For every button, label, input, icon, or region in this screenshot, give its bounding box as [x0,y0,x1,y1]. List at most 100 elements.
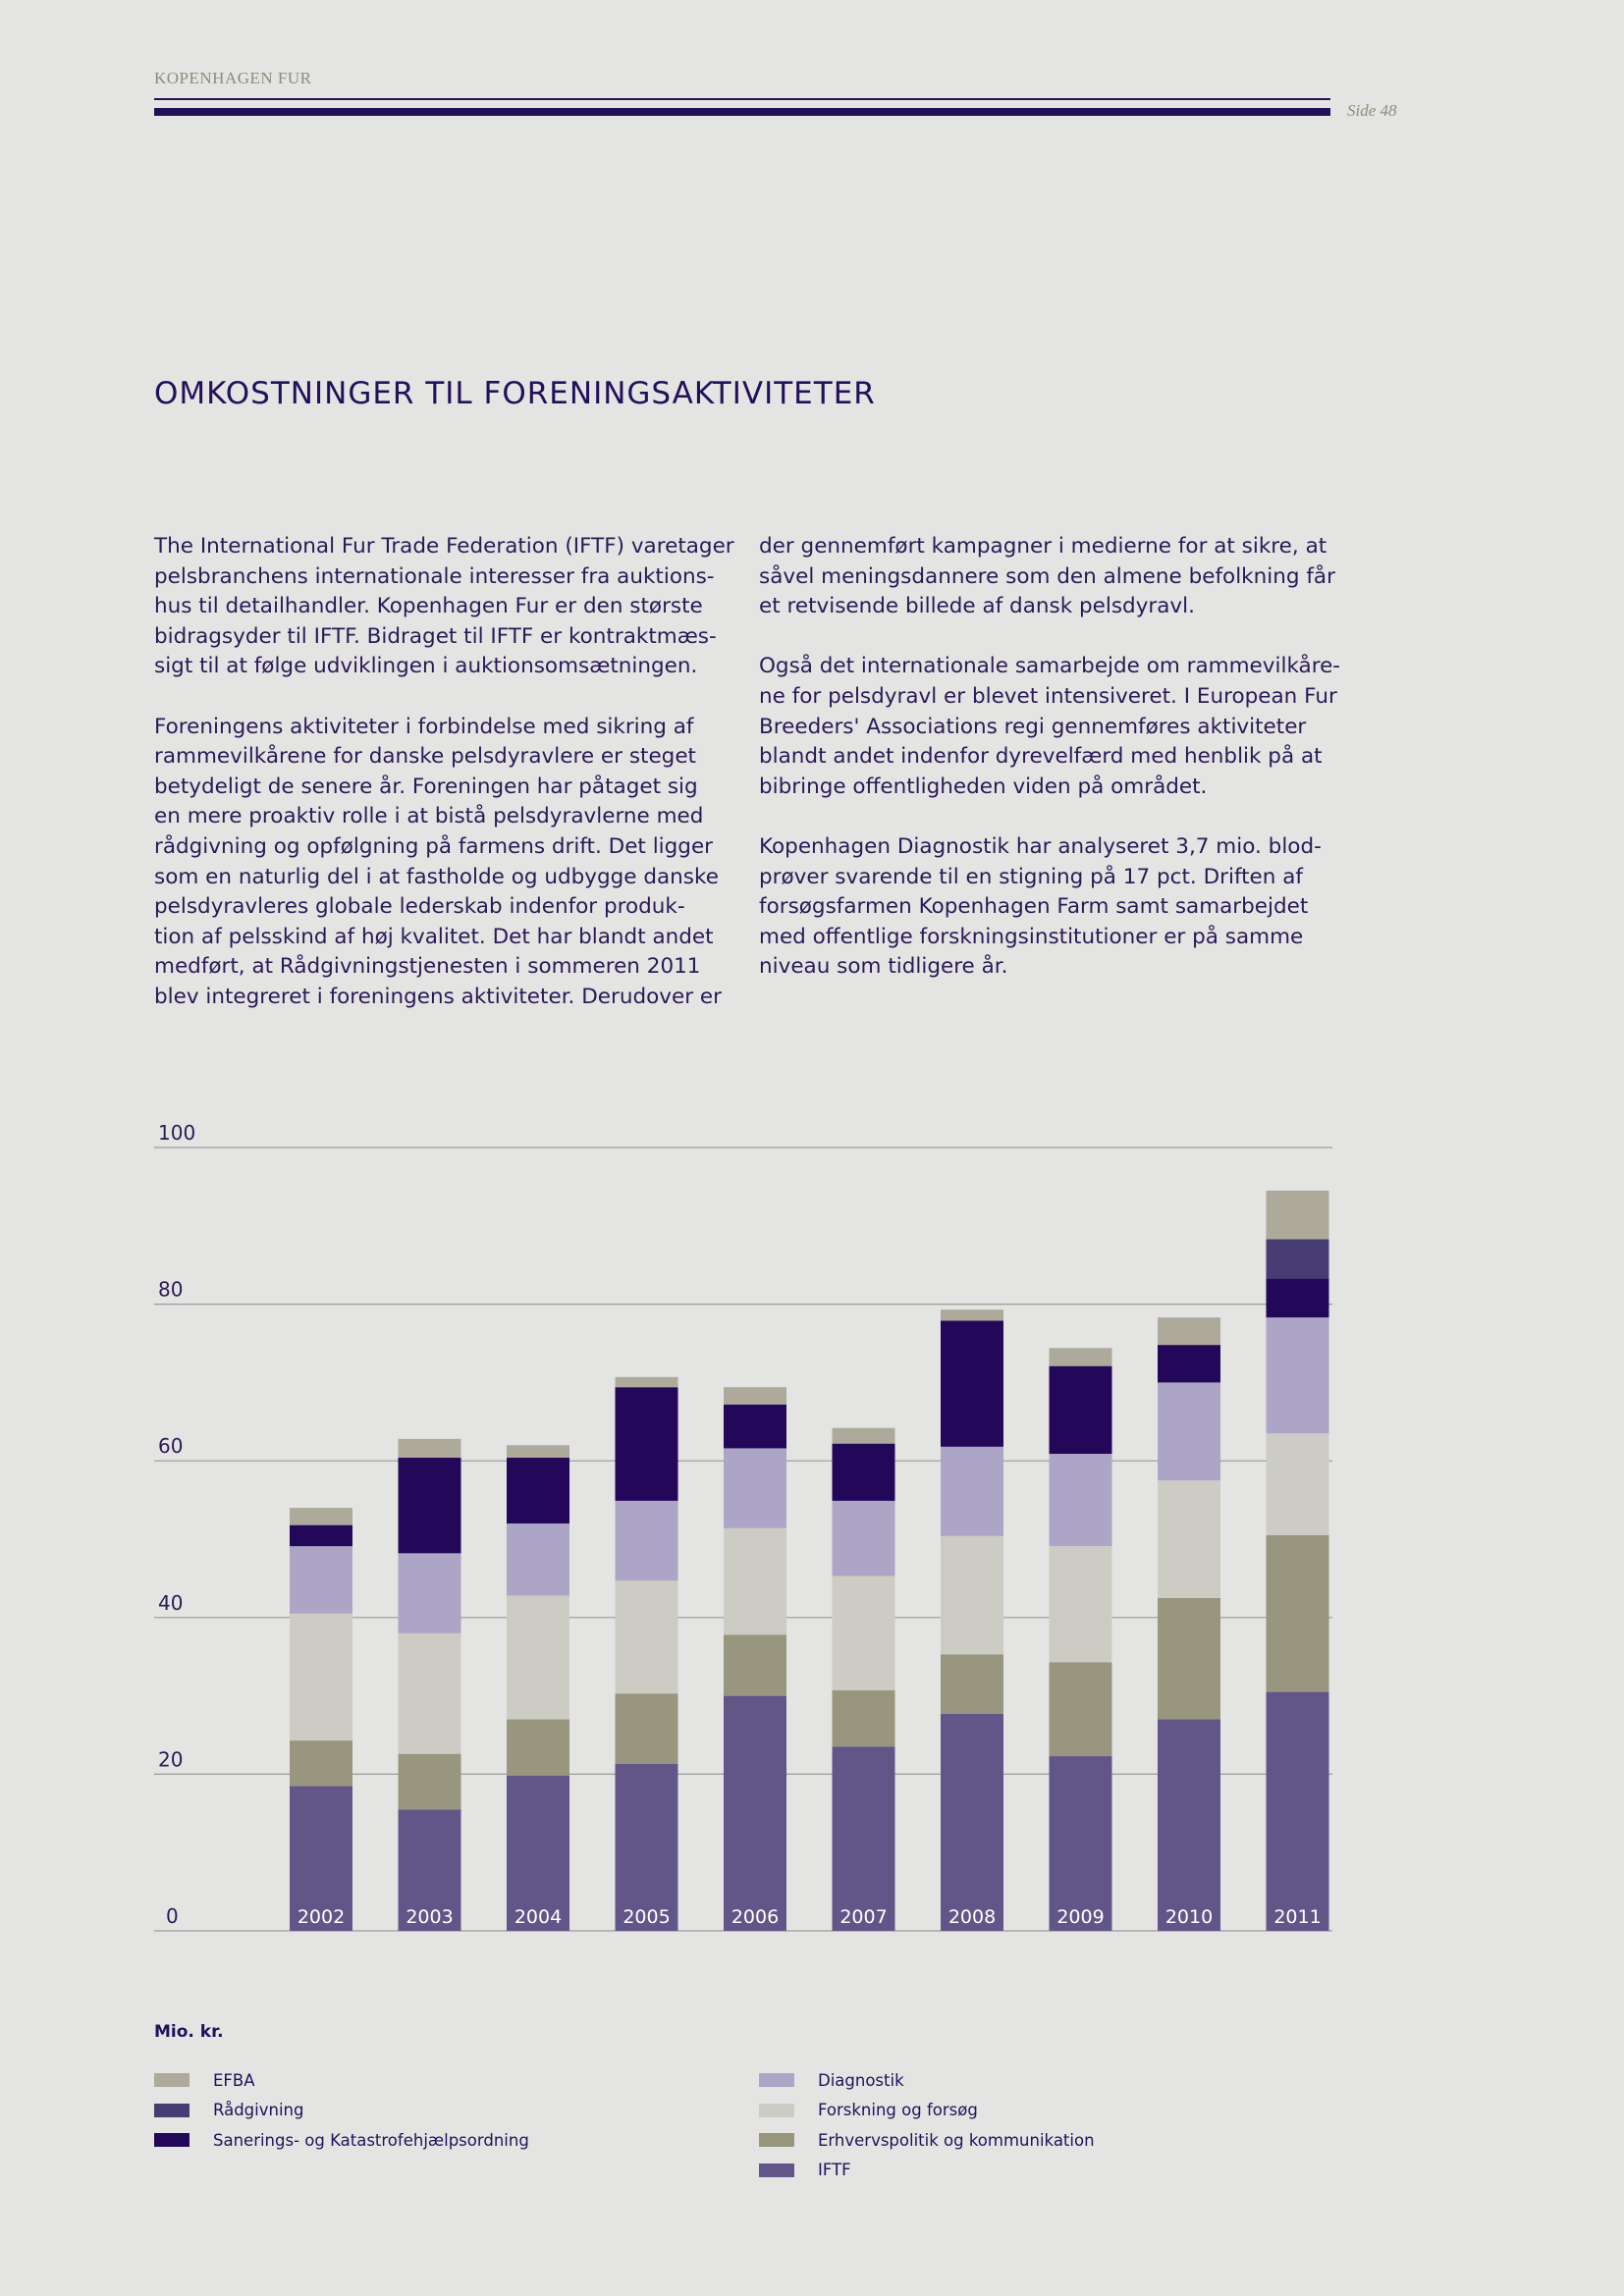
text-line: The International Fur Trade Federation (… [154,534,734,559]
bar-segment [1266,1433,1329,1536]
bar-segment [398,1632,461,1754]
legend-swatch [154,2103,189,2117]
legend-label: Forskning og forsøg [818,2101,978,2120]
legend-label: EFBA [213,2070,255,2090]
text-line: tion af pelsskind af høj kvalitet. Det h… [154,924,714,949]
text-line: rådgivning og opfølgning på farmens drif… [154,833,714,859]
bar-segment [398,1809,461,1931]
bar-segment [941,1535,1003,1655]
bar-segment [290,1786,352,1931]
bar-segment [507,1458,569,1524]
text-line: niveau som tidligere år. [759,954,1008,980]
body-paragraph: Også det internationale samarbejde om ra… [759,652,1348,802]
x-tick-label: 2004 [514,1906,562,1928]
bar-segment [615,1500,678,1581]
text-line: Kopenhagen Diagnostik har analyseret 3,7… [759,833,1322,859]
text-line: prøver svarende til en stigning på 17 pc… [759,864,1303,889]
legend-label: Rådgivning [213,2101,304,2120]
legend-swatch [759,2133,794,2148]
bar-segment [290,1613,352,1741]
text-line: bidragsyder til IFTF. Bidraget til IFTF … [154,623,717,649]
bar-segment [398,1438,461,1459]
text-line: forsøgsfarmen Kopenhagen Farm samt samar… [759,894,1309,920]
text-line: ne for pelsdyravl er blevet intensiveret… [759,683,1337,709]
bar-segment [1158,1719,1220,1931]
x-tick-label: 2006 [731,1906,779,1928]
text-line: pelsbranchens internationale interesser … [154,563,715,589]
bar-segment [1266,1317,1329,1434]
bar-segment [398,1753,461,1810]
body-paragraph: The International Fur Trade Federation (… [154,532,743,682]
bar-segment [832,1746,895,1931]
bar-segment [941,1446,1003,1536]
bar-segment [724,1527,786,1635]
bar-segment [724,1695,786,1931]
bar-segment [1266,1691,1329,1931]
bar-segment [615,1764,678,1931]
text-line: et retvisende billede af dansk pelsdyrav… [759,594,1195,619]
text-line: Også det internationale samarbejde om ra… [759,654,1341,679]
x-tick-label: 2003 [406,1906,453,1928]
legend-label: Erhvervspolitik og kommunikation [818,2130,1095,2150]
x-tick-label: 2008 [948,1906,996,1928]
legend-label: Sanerings- og Katastrofehjælpsordning [213,2130,529,2150]
x-tick-label: 2009 [1056,1906,1104,1928]
bar-segment [1049,1662,1112,1757]
legend-item: IFTF [759,2156,1095,2186]
bar-segment [615,1376,678,1388]
bar-segment [615,1693,678,1765]
body-paragraph: Kopenhagen Diagnostik har analyseret 3,7… [759,832,1348,983]
bar-segment [832,1427,895,1444]
legend-label: IFTF [818,2161,851,2180]
bar-segment [1158,1317,1220,1346]
text-line: såvel meningsdannere som den almene befo… [759,563,1335,589]
header-rule-thick [154,108,1330,116]
body-paragraph: der gennemført kampagner i medierne for … [759,532,1348,622]
y-tick-label: 60 [158,1434,183,1458]
legend-right: Diagnostik Forskning og forsøg Erhvervspol… [759,2065,1095,2185]
text-line: med offentlige forskningsinstitutioner e… [759,924,1304,949]
body-column-left: The International Fur Trade Federation (… [154,532,743,1042]
bar-segment [832,1690,895,1747]
bar-segment [398,1553,461,1633]
x-tick-label: 2005 [623,1906,670,1928]
bar-segment [1266,1278,1329,1318]
bar-segment [1049,1454,1112,1547]
page-number: Side 48 [1347,101,1397,120]
y-tick-label: 20 [158,1747,183,1771]
bar-segment [398,1458,461,1554]
bar-segment [507,1719,569,1776]
bar-segment [290,1508,352,1525]
bar-segment [507,1595,569,1720]
bar-segment [290,1740,352,1787]
bar-segment [1049,1756,1112,1931]
body-paragraph: Foreningens aktiviteter i forbindelse me… [154,713,743,1013]
bar-segment [615,1387,678,1501]
bar-segment [724,1387,786,1405]
bar-segment [290,1546,352,1614]
y-tick-label: 80 [158,1278,183,1302]
legend-swatch [759,2073,794,2088]
x-tick-label: 2002 [298,1906,345,1928]
header-rule-thin [154,98,1330,100]
bar-segment [1158,1382,1220,1481]
bar-segment [941,1309,1003,1321]
text-line: betydeligt de senere år. Foreningen har … [154,774,698,799]
legend-item: Sanerings- og Katastrofehjælpsordning [154,2125,529,2156]
bar-segment [1266,1535,1329,1692]
bar-segment [941,1320,1003,1447]
legend-item: EFBA [154,2065,529,2096]
bar-segment [1266,1239,1329,1279]
bar-segment [290,1524,352,1547]
body-column-right: der gennemført kampagner i medierne for … [759,532,1348,1013]
legend-swatch [759,2163,794,2177]
bar-segment [1158,1345,1220,1383]
text-line: bibringe offentligheden viden på området… [759,774,1208,799]
bar-segment [615,1580,678,1694]
bar-segment [832,1575,895,1691]
bar-segment [1049,1546,1112,1663]
x-tick-label: 2011 [1273,1906,1321,1928]
legend-item: Erhvervspolitik og kommunikation [759,2125,1095,2156]
section-title: OMKOSTNINGER TIL FORENINGSAKTIVITETER [154,376,876,411]
text-line: en mere proaktiv rolle i at bistå pelsdy… [154,804,704,829]
